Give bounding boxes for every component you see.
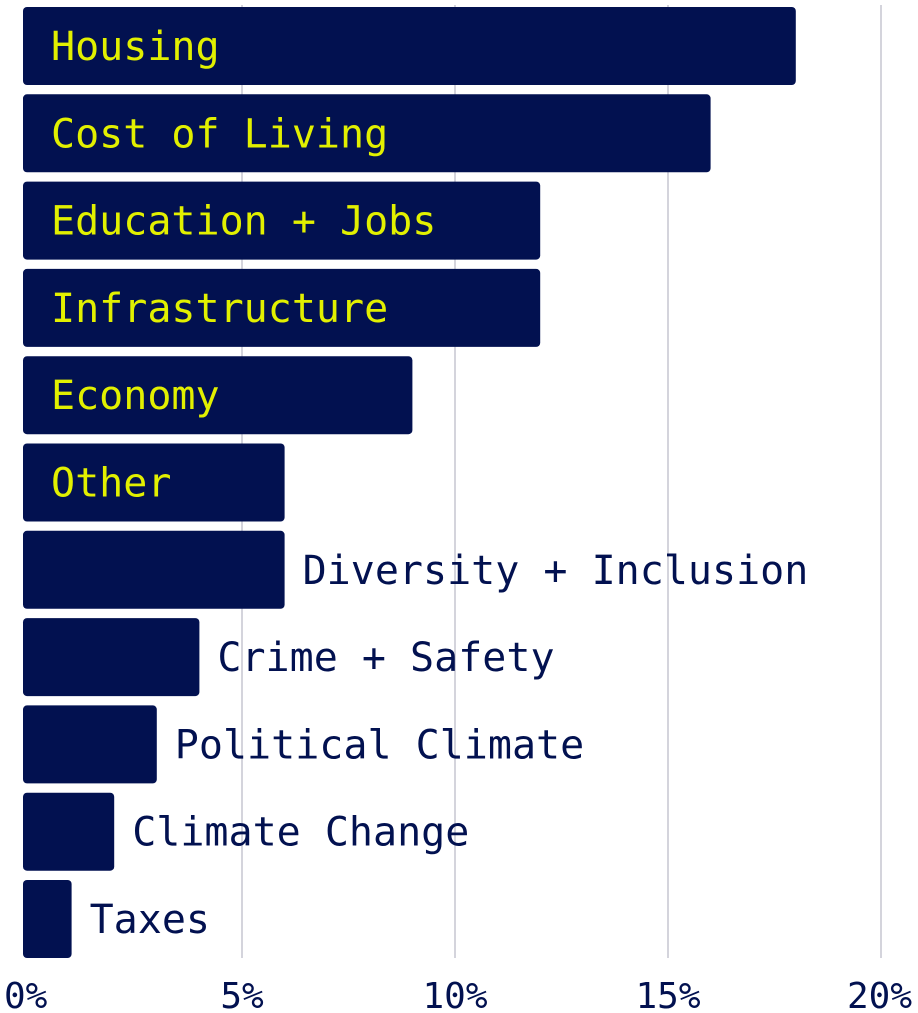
bar-label: Infrastructure — [51, 286, 388, 332]
x-tick-label: 15% — [635, 976, 700, 1013]
x-tick-label: 5% — [220, 976, 264, 1013]
x-tick-label: 10% — [422, 976, 487, 1013]
bar-label: Crime + Safety — [217, 635, 554, 681]
bar-label: Taxes — [90, 897, 210, 943]
bar-label: Diversity + Inclusion — [303, 548, 809, 594]
bar-8 — [23, 705, 157, 784]
bar-4 — [23, 356, 413, 435]
bar-3 — [23, 268, 541, 347]
bar-label: Political Climate — [175, 722, 584, 768]
bar-10 — [23, 880, 72, 958]
bar-label: Other — [51, 461, 171, 507]
bar-9 — [23, 792, 115, 871]
x-axis-ticks: 0% 5% 10% 15% 20% — [4, 976, 912, 1013]
x-tick-label: 20% — [847, 976, 912, 1013]
bar-6 — [23, 530, 285, 609]
bar-labels: Housing Cost of Living Education + Jobs Inf… — [51, 24, 808, 943]
bar-0 — [23, 7, 796, 85]
bar-label: Climate Change — [132, 810, 469, 856]
bars — [23, 7, 796, 958]
bar-1 — [23, 94, 711, 173]
bar-5 — [23, 443, 285, 522]
bar-2 — [23, 181, 541, 260]
x-tick-label: 0% — [4, 976, 48, 1013]
bar-label: Cost of Living — [51, 111, 388, 157]
bar-7 — [23, 618, 200, 697]
bar-label: Housing — [51, 24, 220, 70]
bar-label: Education + Jobs — [51, 199, 436, 245]
bar-label: Economy — [51, 373, 220, 419]
